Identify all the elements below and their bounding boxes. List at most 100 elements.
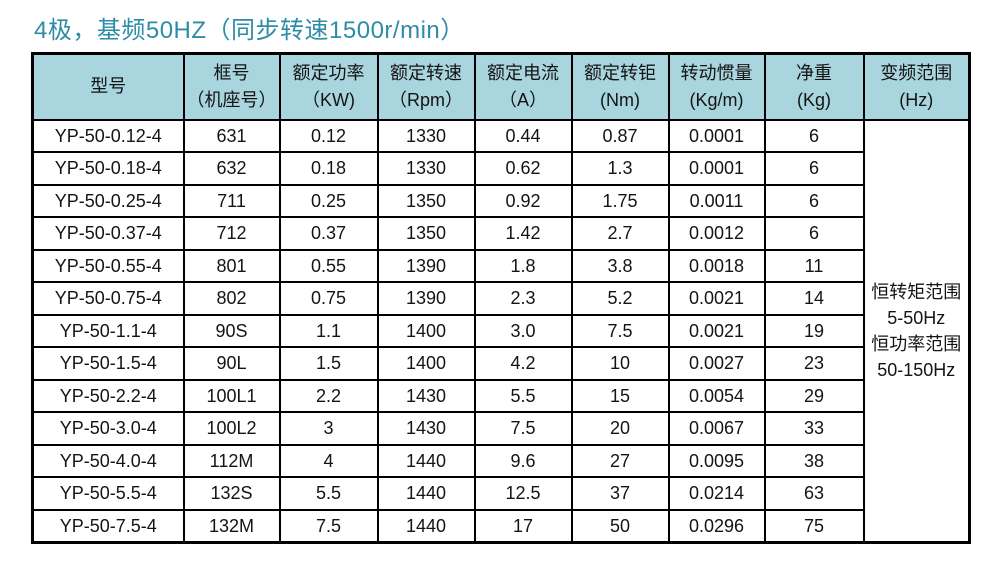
- cell-torque: 0.87: [570, 118, 670, 153]
- cell-frame: 132M: [182, 508, 281, 544]
- cell-current: 5.5: [473, 378, 573, 413]
- cell-torque: 7.5: [570, 313, 670, 348]
- cell-current: 17: [473, 508, 573, 544]
- freq-range-line: 50-150Hz: [877, 359, 956, 380]
- cell-weight: 6: [763, 183, 865, 218]
- cell-weight: 14: [763, 281, 865, 316]
- cell-speed: 1440: [376, 508, 476, 544]
- cell-speed: 1400: [376, 313, 476, 348]
- cell-speed: 1400: [376, 346, 476, 381]
- header-row: 型号 框号 （机座号） 额定功率 （KW) 额定转速 （Rpm） 额定电流 （A…: [31, 52, 971, 121]
- cell-frame: 631: [182, 118, 281, 153]
- cell-frame: 100L2: [182, 411, 281, 446]
- cell-current: 0.44: [473, 118, 573, 153]
- cell-frequency-range: 恒转矩范围 5-50Hz 恒功率范围 50-150Hz: [862, 118, 971, 544]
- header-cell-rated-torque: 额定转钜 (Nm): [570, 52, 670, 121]
- cell-current: 2.3: [473, 281, 573, 316]
- cell-speed: 1330: [376, 151, 476, 186]
- cell-current: 1.8: [473, 248, 573, 283]
- cell-inertia: 0.0018: [667, 248, 766, 283]
- cell-current: 4.2: [473, 346, 573, 381]
- header-unit: (Hz): [899, 89, 934, 110]
- cell-frame: 801: [182, 248, 281, 283]
- cell-model: YP-50-0.55-4: [31, 248, 185, 283]
- cell-model: YP-50-4.0-4: [31, 443, 185, 478]
- cell-inertia: 0.0095: [667, 443, 766, 478]
- cell-model: YP-50-3.0-4: [31, 411, 185, 446]
- page-title: 4极，基频50HZ（同步转速1500r/min）: [34, 17, 465, 44]
- cell-weight: 6: [763, 118, 865, 153]
- cell-power: 3: [278, 411, 379, 446]
- table-row: YP-50-0.55-4 801 0.55 1390 1.8 3.8 0.001…: [31, 248, 970, 283]
- table-row: YP-50-3.0-4 100L2 3 1430 7.5 20 0.0067 3…: [31, 411, 970, 446]
- cell-speed: 1390: [376, 248, 476, 283]
- cell-inertia: 0.0012: [667, 216, 766, 251]
- cell-model: YP-50-7.5-4: [31, 508, 185, 544]
- cell-frame: 90L: [182, 346, 281, 381]
- table-row: YP-50-5.5-4 132S 5.5 1440 12.5 37 0.0214…: [31, 476, 970, 511]
- cell-inertia: 0.0296: [667, 508, 766, 544]
- cell-inertia: 0.0021: [667, 313, 766, 348]
- header-label: 额定功率: [292, 62, 365, 83]
- cell-model: YP-50-1.5-4: [31, 346, 185, 381]
- table-row: YP-50-2.2-4 100L1 2.2 1430 5.5 15 0.0054…: [31, 378, 970, 413]
- cell-inertia: 0.0027: [667, 346, 766, 381]
- cell-weight: 75: [763, 508, 865, 544]
- cell-inertia: 0.0067: [667, 411, 766, 446]
- cell-torque: 15: [570, 378, 670, 413]
- cell-frame: 711: [182, 183, 281, 218]
- cell-weight: 6: [763, 151, 865, 186]
- cell-power: 7.5: [278, 508, 379, 544]
- cell-inertia: 0.0214: [667, 476, 766, 511]
- table-row: YP-50-0.75-4 802 0.75 1390 2.3 5.2 0.002…: [31, 281, 970, 316]
- cell-speed: 1430: [376, 411, 476, 446]
- cell-weight: 11: [763, 248, 865, 283]
- cell-inertia: 0.0054: [667, 378, 766, 413]
- header-label: 额定电流: [487, 62, 559, 83]
- header-label: 净重: [796, 62, 832, 83]
- cell-model: YP-50-0.25-4: [31, 183, 185, 218]
- header-unit: （KW): [302, 89, 355, 110]
- cell-current: 12.5: [473, 476, 573, 511]
- cell-speed: 1330: [376, 118, 476, 153]
- header-cell-rated-speed: 额定转速 （Rpm）: [376, 52, 476, 121]
- table-row: YP-50-1.1-4 90S 1.1 1400 3.0 7.5 0.0021 …: [31, 313, 970, 348]
- table-row: YP-50-0.25-4 711 0.25 1350 0.92 1.75 0.0…: [31, 183, 970, 218]
- cell-current: 7.5: [473, 411, 573, 446]
- freq-range-line: 恒功率范围: [871, 333, 962, 354]
- cell-model: YP-50-0.18-4: [31, 151, 185, 186]
- cell-torque: 27: [570, 443, 670, 478]
- cell-speed: 1350: [376, 183, 476, 218]
- cell-torque: 1.75: [570, 183, 670, 218]
- cell-torque: 20: [570, 411, 670, 446]
- cell-frame: 802: [182, 281, 281, 316]
- header-cell-rated-current: 额定电流 （A）: [473, 52, 573, 121]
- header-label: 额定转钜: [584, 62, 656, 83]
- page: 4极，基频50HZ（同步转速1500r/min） 型号 框号 （机座号） 额定功…: [31, 17, 971, 544]
- header-unit: (Kg/m): [689, 89, 744, 110]
- cell-model: YP-50-0.75-4: [31, 281, 185, 316]
- cell-current: 3.0: [473, 313, 573, 348]
- cell-power: 1.5: [278, 346, 379, 381]
- cell-weight: 29: [763, 378, 865, 413]
- header-label: 转动惯量: [680, 62, 753, 83]
- cell-torque: 1.3: [570, 151, 670, 186]
- cell-speed: 1430: [376, 378, 476, 413]
- cell-torque: 37: [570, 476, 670, 511]
- header-cell-inertia: 转动惯量 (Kg/m): [667, 52, 766, 121]
- cell-frame: 112M: [182, 443, 281, 478]
- cell-weight: 19: [763, 313, 865, 348]
- header-cell-frame: 框号 （机座号）: [182, 52, 281, 121]
- cell-frame: 90S: [182, 313, 281, 348]
- cell-speed: 1440: [376, 476, 476, 511]
- cell-model: YP-50-5.5-4: [31, 476, 185, 511]
- table-row: YP-50-1.5-4 90L 1.5 1400 4.2 10 0.0027 2…: [31, 346, 970, 381]
- cell-power: 0.37: [278, 216, 379, 251]
- header-cell-rated-power: 额定功率 （KW): [278, 52, 379, 121]
- header-unit: （Rpm）: [388, 89, 463, 110]
- freq-range-line: 5-50Hz: [887, 307, 946, 328]
- cell-speed: 1440: [376, 443, 476, 478]
- cell-current: 0.92: [473, 183, 573, 218]
- header-label: 额定转速: [390, 62, 462, 83]
- cell-speed: 1350: [376, 216, 476, 251]
